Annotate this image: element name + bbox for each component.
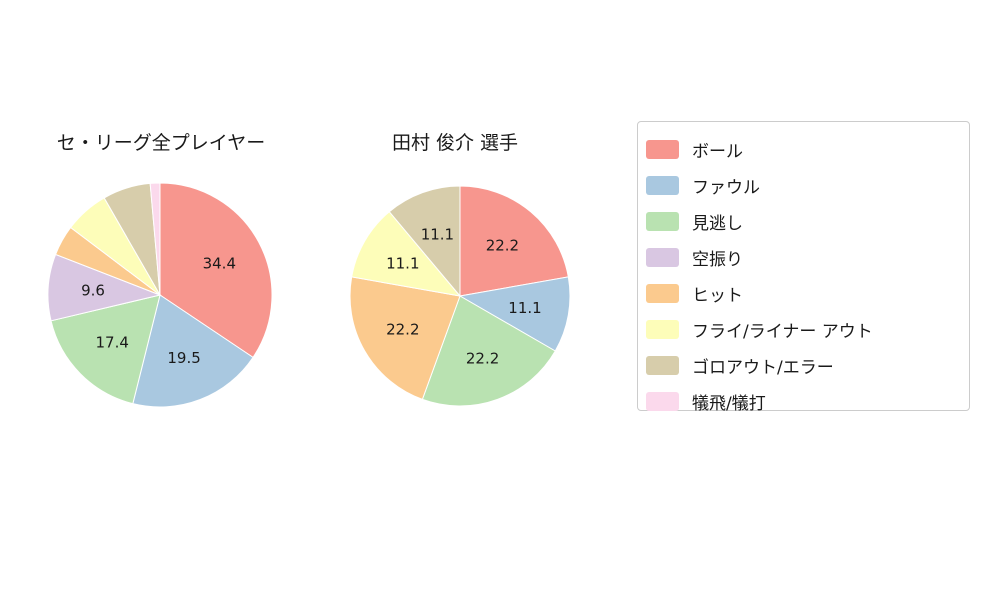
legend-item: ファウル	[646, 167, 969, 203]
left-pie-title: セ・リーグ全プレイヤー	[56, 132, 266, 154]
legend-item: ヒット	[646, 275, 969, 311]
legend-item: 犠飛/犠打	[646, 383, 969, 419]
legend-item: ゴロアウト/エラー	[646, 347, 969, 383]
legend-label: フライ/ライナー アウト	[692, 321, 873, 342]
slice-value-label: 22.2	[466, 349, 499, 367]
legend-label: ボール	[692, 141, 743, 162]
legend-label: 犠飛/犠打	[692, 393, 766, 414]
slice-value-label: 34.4	[203, 255, 236, 273]
pie-slice	[132, 294, 254, 408]
slice-value-label: 19.5	[167, 349, 200, 367]
slice-value-label: 17.4	[95, 333, 128, 351]
legend-swatch	[646, 283, 679, 303]
slice-value-label: 11.1	[386, 254, 419, 272]
legend-item: フライ/ライナー アウト	[646, 311, 969, 347]
legend-items: ボールファウル見逃し空振りヒットフライ/ライナー アウト ゴロアウト/エラー 犠飛/…	[646, 131, 969, 419]
slice-value-label: 11.1	[508, 299, 541, 317]
pie-slice	[351, 211, 462, 297]
pie-slice	[349, 276, 461, 401]
slice-value-label: 11.1	[421, 225, 454, 243]
slice-value-label: 9.6	[81, 282, 105, 300]
right-pie-title: 田村 俊介 選手	[391, 132, 519, 154]
legend-label: ヒット	[692, 285, 743, 306]
pie-slice	[459, 185, 569, 297]
pie-slice	[388, 185, 461, 298]
legend-swatch	[646, 355, 679, 375]
legend-label: ファウル	[692, 177, 760, 198]
legend-item: 空振り	[646, 239, 969, 275]
legend-swatch	[646, 139, 679, 159]
legend-item: 見逃し	[646, 203, 969, 239]
slice-value-label: 22.2	[386, 320, 419, 338]
legend-swatch	[646, 211, 679, 231]
pie-slice	[159, 182, 273, 359]
pie-slice	[149, 182, 161, 296]
pie-slice	[458, 276, 571, 352]
legend-label: 見逃し	[692, 213, 743, 234]
legend-label: ゴロアウト/エラー	[692, 357, 834, 378]
slice-value-label: 22.2	[486, 237, 519, 255]
legend-swatch	[646, 319, 679, 339]
pie-slice	[50, 294, 161, 405]
legend-swatch	[646, 247, 679, 267]
left-pie-chart: 34.4 19.5 17.4 9.6	[47, 182, 273, 408]
right-pie-chart: 22.211.122.222.211.111.1	[349, 185, 571, 407]
legend: ボールファウル見逃し空振りヒットフライ/ライナー アウト ゴロアウト/エラー 犠飛/…	[637, 121, 970, 414]
legend-label: 空振り	[692, 249, 743, 270]
legend-swatch	[646, 175, 679, 195]
pie-slice	[421, 295, 556, 407]
legend-swatch	[646, 391, 679, 411]
legend-item: ボール	[646, 131, 969, 167]
